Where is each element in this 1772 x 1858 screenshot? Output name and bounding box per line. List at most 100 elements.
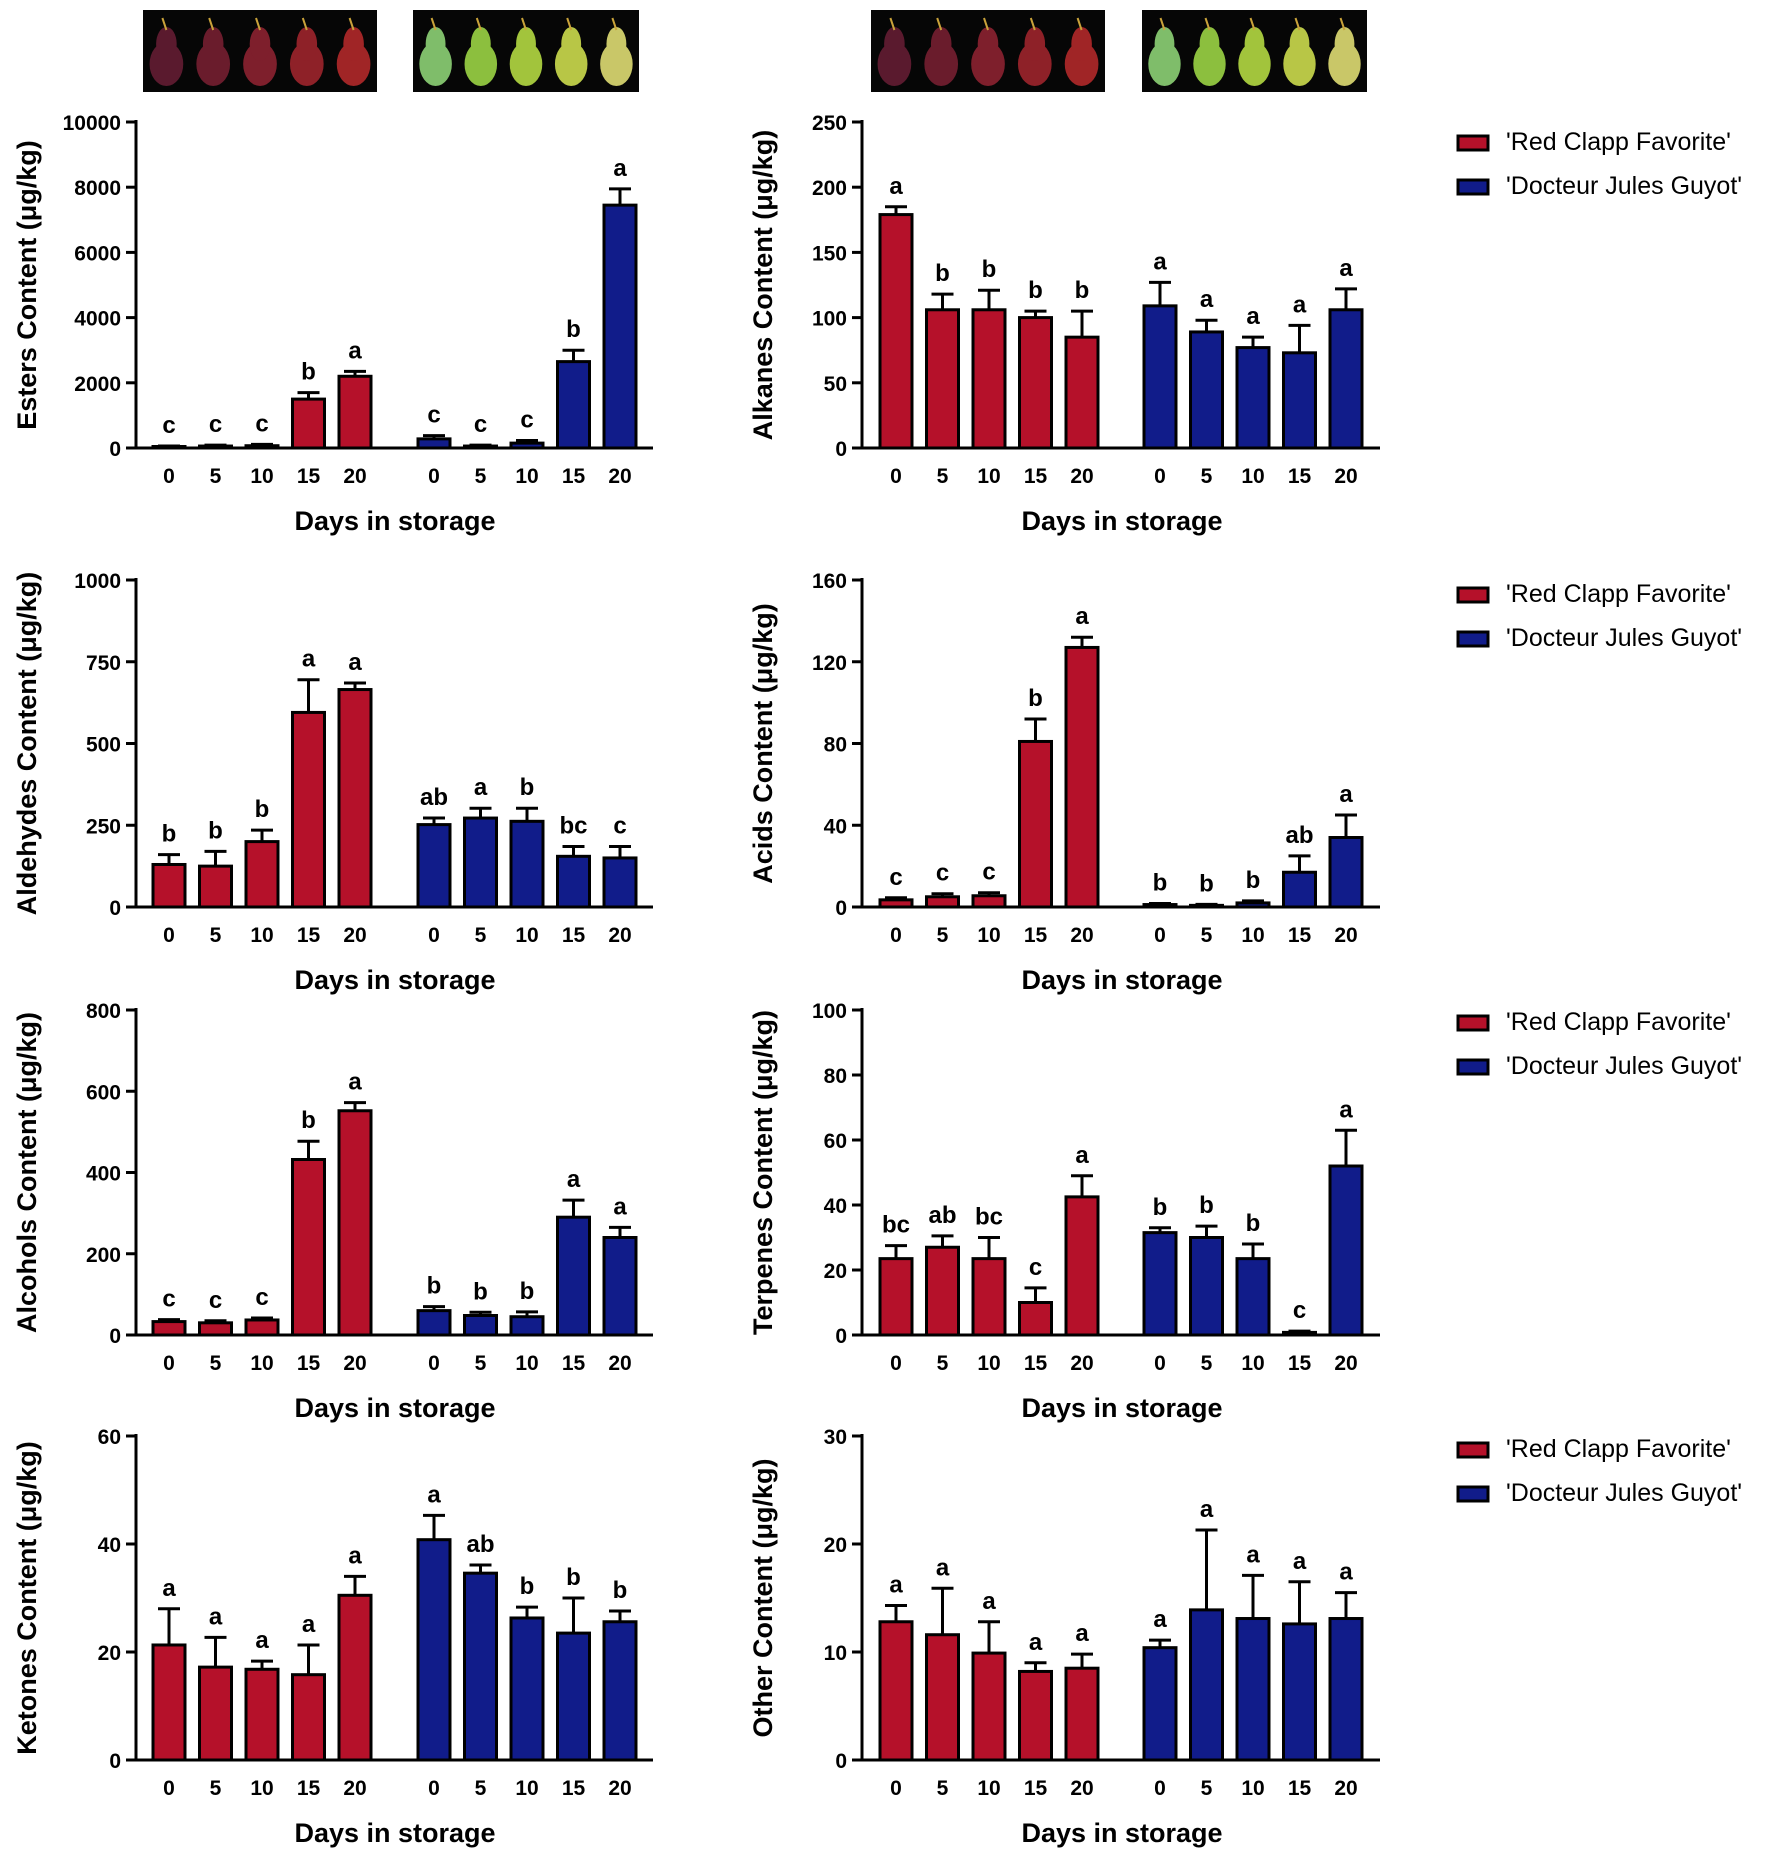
- x-tick-label: 0: [163, 1352, 175, 1375]
- significance-letter: b: [1075, 277, 1090, 304]
- legend: 'Red Clapp Favorite' 'Docteur Jules Guyot…: [1456, 1008, 1742, 1080]
- x-tick-label: 20: [608, 924, 631, 947]
- significance-letter: bc: [975, 1204, 1003, 1231]
- bar: [602, 856, 638, 909]
- x-tick-label: 10: [977, 1352, 1000, 1375]
- significance-letter: c: [209, 411, 222, 438]
- y-tick-label: 750: [86, 652, 121, 675]
- pear-illustration: [149, 17, 184, 86]
- bar: [1064, 335, 1100, 450]
- y-tick-label: 400: [86, 1163, 121, 1186]
- significance-letter: b: [520, 1573, 535, 1600]
- legend-label: 'Docteur Jules Guyot': [1506, 1479, 1742, 1507]
- y-tick-label: 100: [812, 308, 847, 331]
- x-tick-label: 20: [1334, 1777, 1357, 1800]
- bar: [878, 1257, 914, 1337]
- pear-illustration: [336, 17, 371, 86]
- legend-swatch: [1456, 586, 1490, 604]
- y-tick-label: 30: [824, 1426, 847, 1449]
- x-tick-label: 15: [297, 465, 321, 488]
- x-tick-label: 5: [937, 465, 949, 488]
- significance-letter: a: [567, 1166, 581, 1193]
- series-red-clapp-favorite: a 0 a 5 a 10 a 15 a 20: [151, 1542, 373, 1800]
- pear-illustration: [600, 17, 633, 86]
- significance-letter: b: [162, 821, 177, 848]
- bar: [1018, 1301, 1053, 1337]
- bar: [198, 1321, 233, 1337]
- significance-letter: a: [889, 1572, 903, 1599]
- x-tick-label: 10: [1241, 465, 1264, 488]
- x-tick-label: 15: [1024, 465, 1048, 488]
- x-tick-label: 15: [562, 1352, 586, 1375]
- y-tick-label: 250: [812, 112, 847, 135]
- bar: [509, 819, 545, 909]
- bar: [416, 437, 452, 450]
- pear-illustration: [509, 17, 543, 86]
- bar: [971, 308, 1007, 450]
- bar: [244, 444, 280, 450]
- significance-letter: a: [255, 1627, 269, 1654]
- x-tick-label: 20: [608, 1352, 631, 1375]
- green-pears-photo: [413, 10, 639, 92]
- series-docteur-jules-guyot: ab 0 a 5 b 10 bc 15 c 20: [416, 774, 638, 947]
- x-tick-label: 0: [890, 1352, 902, 1375]
- bar: [244, 840, 280, 909]
- bar: [1328, 836, 1364, 909]
- bar: [463, 816, 498, 909]
- significance-letter: c: [520, 407, 533, 434]
- significance-letter: bc: [882, 1212, 910, 1239]
- significance-letter: a: [613, 155, 627, 182]
- significance-letter: b: [982, 256, 997, 283]
- pear-illustration: [289, 17, 324, 86]
- x-tick-label: 10: [515, 1352, 538, 1375]
- x-tick-label: 10: [977, 465, 1000, 488]
- significance-letter: a: [1339, 1096, 1353, 1123]
- significance-letter: a: [1246, 1541, 1260, 1568]
- significance-letter: a: [427, 1481, 441, 1508]
- bar: [1282, 1622, 1317, 1762]
- bar: [1235, 346, 1271, 450]
- x-tick-label: 10: [515, 1777, 538, 1800]
- significance-letter: c: [162, 1286, 175, 1313]
- series-docteur-jules-guyot: a 0 a 5 a 10 a 15 a 20: [1142, 248, 1364, 488]
- significance-letter: a: [348, 1069, 362, 1096]
- x-tick-label: 20: [608, 465, 631, 488]
- x-axis-label: Days in storage: [294, 1818, 495, 1848]
- bar: [1189, 1608, 1224, 1762]
- bar: [925, 308, 960, 450]
- x-axis-label: Days in storage: [294, 965, 495, 995]
- x-tick-label: 0: [163, 1777, 175, 1800]
- x-tick-label: 15: [1288, 924, 1312, 947]
- x-tick-label: 20: [1334, 465, 1357, 488]
- significance-letter: a: [1075, 1142, 1089, 1169]
- pear-illustration: [1017, 17, 1052, 86]
- legend-swatch: [1456, 1441, 1490, 1459]
- significance-letter: a: [302, 1611, 316, 1638]
- bar: [1018, 1669, 1053, 1762]
- y-tick-label: 80: [824, 734, 847, 757]
- significance-letter: b: [1199, 870, 1214, 897]
- bar: [244, 1318, 280, 1337]
- bar: [198, 1665, 233, 1762]
- bar: [1064, 645, 1100, 909]
- x-tick-label: 5: [210, 1777, 222, 1800]
- bar: [509, 441, 545, 450]
- x-tick-label: 20: [343, 1352, 366, 1375]
- y-tick-label: 160: [812, 570, 847, 593]
- significance-letter: c: [613, 813, 626, 840]
- x-tick-label: 5: [210, 465, 222, 488]
- x-tick-label: 10: [250, 1352, 273, 1375]
- bar: [925, 1245, 960, 1337]
- pear-illustration: [1283, 17, 1316, 86]
- x-tick-label: 10: [977, 924, 1000, 947]
- bar: [1282, 351, 1317, 450]
- y-tick-label: 600: [86, 1081, 121, 1104]
- significance-letter: b: [566, 316, 581, 343]
- significance-letter: a: [1339, 255, 1353, 282]
- bar: [337, 688, 373, 909]
- bar: [971, 1651, 1007, 1762]
- y-tick-label: 0: [835, 897, 847, 920]
- x-tick-label: 5: [1201, 465, 1213, 488]
